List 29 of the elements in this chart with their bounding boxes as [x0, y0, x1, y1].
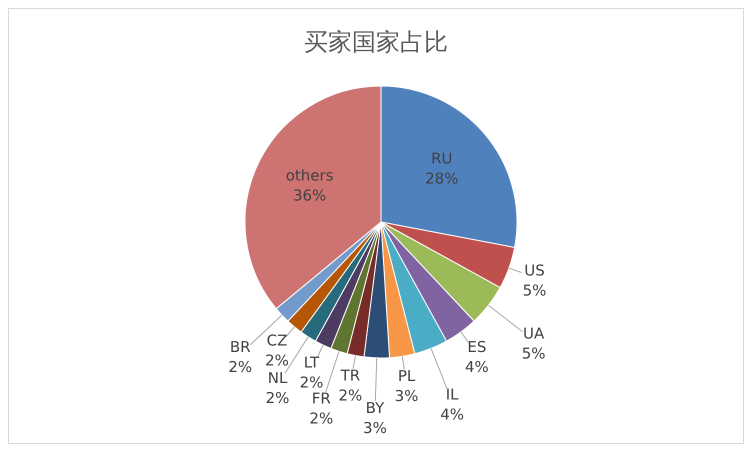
slice-label: BY [366, 399, 386, 418]
slice-label: RU [431, 150, 452, 168]
slice-label: FR [312, 390, 331, 408]
data-label: 2% [300, 374, 324, 392]
slice-label: LT [304, 354, 320, 372]
data-label: 2% [265, 352, 289, 370]
data-label: 2% [338, 386, 362, 404]
slice-label: US [524, 261, 545, 280]
slice-label: CZ [266, 332, 288, 350]
data-label: 36% [292, 186, 326, 204]
slice-label: BR [230, 338, 251, 356]
slice-label: IL [446, 386, 460, 404]
data-label: 3% [394, 387, 418, 406]
data-label: 2% [266, 389, 290, 408]
slice-label: UA [522, 324, 545, 342]
slice-label: PL [398, 367, 416, 386]
data-label: 5% [522, 344, 546, 362]
data-label: 2% [228, 358, 252, 376]
data-label: 28% [425, 170, 458, 188]
slice-label: TR [340, 366, 360, 384]
slice-label: others [286, 166, 334, 184]
data-label: 2% [309, 410, 334, 428]
data-label: 4% [440, 406, 464, 424]
data-label: 3% [363, 419, 387, 438]
data-label: 5% [522, 281, 546, 300]
slice-label: ES [467, 338, 486, 356]
data-label: 4% [465, 358, 489, 376]
slice-label: NL [268, 369, 288, 388]
chart-title: 买家国家占比 [304, 28, 448, 56]
